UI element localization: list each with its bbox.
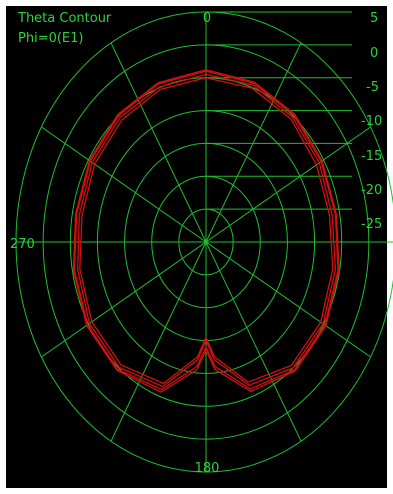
chart-title-line-1: Theta Contour [17, 11, 112, 26]
trace-series-4 [79, 77, 334, 385]
angle-label-0: 0 [203, 11, 211, 26]
polar-grid [15, 11, 393, 473]
grid-spoke [41, 126, 207, 243]
angle-label-180: 180 [195, 461, 220, 476]
radial-tick-label: -20 [361, 183, 382, 198]
grid-spoke [110, 42, 207, 243]
radial-tick-label: -5 [366, 80, 379, 95]
trace-series-1 [73, 70, 339, 391]
radial-tick-label: -10 [361, 114, 382, 129]
grid-spoke [41, 241, 207, 358]
grid-spoke [205, 126, 371, 243]
grid-spoke [205, 241, 302, 442]
radial-tick-label: -15 [361, 149, 382, 164]
grid-spoke [205, 241, 371, 358]
radial-tick-label: -25 [361, 217, 382, 232]
radial-tick-label: 0 [370, 46, 378, 61]
angle-label-270: 270 [10, 237, 35, 252]
trace-series-2 [77, 73, 337, 388]
trace-series-3 [72, 69, 340, 393]
grid-spoke [110, 241, 207, 442]
chart-labels: Theta Contour Phi=0(E1) 0 270 180 5 0 -5… [10, 11, 382, 476]
plot-background [6, 6, 387, 488]
chart-title-line-2: Phi=0(E1) [18, 31, 83, 46]
radial-tick-label: 5 [370, 11, 378, 26]
pattern-traces [72, 69, 340, 393]
